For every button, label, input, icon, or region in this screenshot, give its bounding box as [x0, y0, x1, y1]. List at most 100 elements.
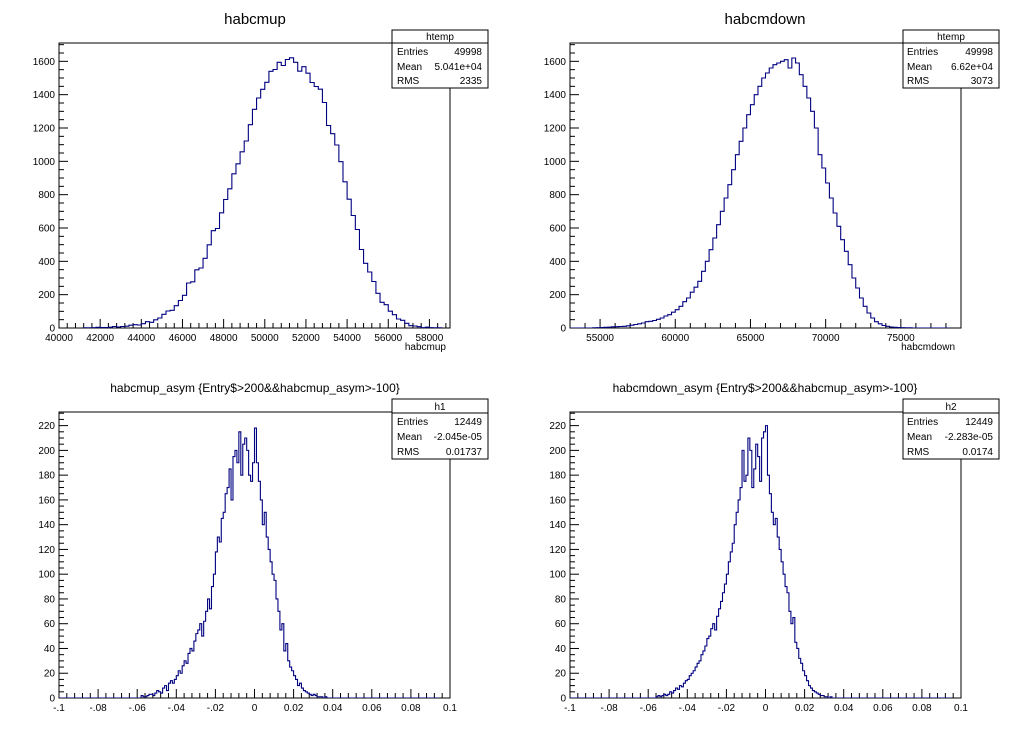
- stats-rms-label: RMS: [397, 76, 420, 87]
- stats-box: htemp Entries 49998 Mean 6.62e+04 RMS 30…: [902, 29, 1000, 89]
- y-tick-label: 100: [549, 570, 566, 581]
- stats-mean-value: 5.041e+04: [434, 62, 482, 73]
- x-tick-label: -.02: [207, 703, 225, 714]
- y-tick-label: 1200: [544, 124, 567, 135]
- chart-title: habcmup: [224, 11, 286, 28]
- x-tick-label: 0.08: [912, 703, 932, 714]
- plot-frame: [58, 42, 451, 329]
- x-tick-label: 0.08: [401, 703, 421, 714]
- y-tick-label: 140: [38, 520, 55, 531]
- histogram-bars: [570, 425, 952, 698]
- histogram-series: [59, 427, 439, 698]
- y-tick-label: 400: [549, 257, 566, 268]
- stats-box: h1 Entries 12449 Mean -2.045e-05 RMS 0.0…: [391, 398, 489, 460]
- stats-entries-value: 12449: [454, 417, 482, 428]
- y-tick-label: 220: [549, 421, 566, 432]
- x-axis: 55000 60000 65000 70000 75000: [569, 319, 962, 344]
- histogram-series: [83, 57, 443, 328]
- x-tick-label: -.06: [640, 703, 658, 714]
- x-tick-label: -.02: [718, 703, 736, 714]
- pad-habcmup-asym: habcmup_asym {Entry$>200&&habcmup_asym>-…: [38, 381, 489, 714]
- x-tick-label: 0.02: [795, 703, 815, 714]
- y-tick-label: 200: [549, 290, 566, 301]
- x-tick-label: 44000: [127, 333, 155, 344]
- y-tick-label: 800: [38, 190, 55, 201]
- y-axis: 0 200 400 600 800 1000 1200 1400 1600: [33, 44, 68, 335]
- y-tick-label: 220: [38, 421, 55, 432]
- x-tick-label: 0.06: [362, 703, 382, 714]
- y-tick-label: 160: [38, 495, 55, 506]
- x-tick-label: 0: [763, 703, 769, 714]
- y-tick-label: 1400: [544, 90, 567, 101]
- stats-rms-label: RMS: [397, 447, 420, 458]
- stats-rms-value: 0.0174: [962, 447, 993, 458]
- y-tick-label: 1000: [544, 157, 567, 168]
- stats-mean-value: -2.045e-05: [434, 432, 483, 443]
- x-tick-label: 0.1: [443, 703, 457, 714]
- x-axis: 40000 42000 44000 46000 48000 50000 52000 54000…: [45, 319, 447, 344]
- stats-mean-label: Mean: [907, 62, 932, 73]
- y-tick-label: 120: [549, 545, 566, 556]
- stats-entries-value: 49998: [454, 47, 482, 58]
- y-tick-label: 800: [549, 190, 566, 201]
- x-tick-label: -.04: [679, 703, 697, 714]
- stats-rms-value: 0.01737: [446, 447, 483, 458]
- x-tick-label: 0.1: [954, 703, 968, 714]
- y-tick-label: 200: [38, 446, 55, 457]
- stats-entries-value: 12449: [965, 417, 993, 428]
- stats-mean-label: Mean: [397, 62, 422, 73]
- y-tick-label: 0: [560, 324, 566, 335]
- y-tick-label: 180: [38, 471, 55, 482]
- stats-entries-label: Entries: [907, 47, 938, 58]
- y-tick-label: 40: [44, 644, 56, 655]
- x-tick-label: 0.02: [284, 703, 304, 714]
- x-tick-label: 42000: [86, 333, 114, 344]
- y-tick-label: 600: [38, 224, 55, 235]
- y-tick-label: 1000: [33, 157, 56, 168]
- stats-name: h1: [434, 402, 446, 413]
- x-tick-label: -.08: [89, 703, 107, 714]
- y-tick-label: 20: [44, 669, 56, 680]
- y-tick-label: 80: [555, 594, 567, 605]
- stats-name: h2: [945, 402, 957, 413]
- stats-name: htemp: [937, 32, 965, 43]
- stats-mean-label: Mean: [907, 432, 932, 443]
- stats-box-frame: [902, 29, 1000, 89]
- stats-box: htemp Entries 49998 Mean 5.041e+04 RMS 2…: [391, 29, 489, 89]
- y-tick-label: 40: [555, 644, 567, 655]
- stats-entries-value: 49998: [965, 47, 993, 58]
- x-tick-label: 0: [252, 703, 258, 714]
- y-tick-label: 0: [560, 694, 566, 705]
- stats-rms-label: RMS: [907, 76, 930, 87]
- x-tick-label: 48000: [210, 333, 238, 344]
- y-tick-label: 60: [44, 619, 56, 630]
- x-tick-label: 40000: [45, 333, 73, 344]
- stats-box-frame: [391, 29, 489, 89]
- plot-frame: [569, 42, 962, 329]
- histogram-series: [570, 425, 952, 698]
- stats-entries-label: Entries: [907, 417, 938, 428]
- y-tick-label: 400: [38, 257, 55, 268]
- y-tick-label: 80: [44, 594, 56, 605]
- y-tick-label: 120: [38, 545, 55, 556]
- pad-habcmdown: habcmdown 02004006008001000120014001600 …: [544, 11, 1000, 353]
- x-axis: -.1 -.08 -.06 -.04 -.02 0 0.02 0.04 0.06 0.08 0.1: [564, 689, 968, 714]
- stats-name: htemp: [426, 32, 454, 43]
- x-tick-label: 0.04: [323, 703, 343, 714]
- x-axis: -.1 -.08 -.06 -.04 -.02 0 0.02 0.04 0.06 0.08 0.1: [53, 689, 457, 714]
- x-tick-label: 70000: [812, 333, 840, 344]
- y-tick-label: 1400: [33, 90, 56, 101]
- chart-title: habcmup_asym {Entry$>200&&habcmup_asym>-…: [110, 381, 400, 395]
- stats-mean-label: Mean: [397, 432, 422, 443]
- chart-title: habcmdown_asym {Entry$>200&&habcmup_asym…: [613, 381, 918, 395]
- y-tick-label: 200: [38, 290, 55, 301]
- x-tick-label: 46000: [169, 333, 197, 344]
- x-tick-label: 54000: [333, 333, 361, 344]
- x-axis-label: habcmup: [405, 342, 447, 353]
- y-axis: 0 200 400 600 800 1000 1200 1400 1600: [544, 44, 579, 335]
- stats-box: h2 Entries 12449 Mean -2.283e-05 RMS 0.0…: [902, 398, 1000, 460]
- x-tick-label: 60000: [661, 333, 689, 344]
- x-axis-label: habcmdown: [901, 342, 955, 353]
- x-tick-label: 0.04: [834, 703, 854, 714]
- x-tick-label: 58000: [416, 333, 444, 344]
